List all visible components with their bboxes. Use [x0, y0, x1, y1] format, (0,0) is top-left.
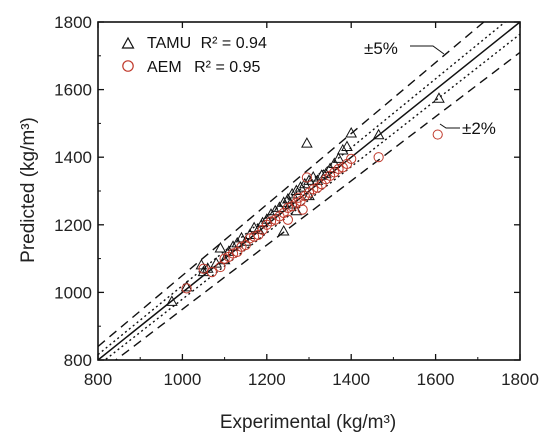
x-axis-title: Experimental (kg/m³): [220, 412, 396, 433]
point-aem: [236, 241, 247, 252]
annotation-5pct-label: ±5%: [364, 39, 398, 58]
y-tick-label: 1400: [54, 148, 92, 167]
svg-text:TAMU R² = 0.94: TAMU R² = 0.94: [147, 35, 267, 52]
point-tamu: [294, 181, 307, 192]
point-aem: [346, 153, 357, 164]
annotation-2pct-leader: [439, 123, 460, 129]
point-tamu: [433, 92, 445, 103]
point-aem: [282, 214, 293, 225]
point-aem: [333, 163, 344, 175]
point-tamu: [218, 253, 231, 265]
reference-line-1: [98, 22, 507, 356]
x-tick-label: 1800: [501, 370, 539, 389]
y-tick-label: 1000: [54, 283, 92, 302]
y-tick-label: 1800: [54, 13, 92, 32]
point-tamu: [286, 187, 298, 199]
point-tamu: [298, 177, 311, 189]
point-aem: [198, 263, 209, 274]
point-aem: [227, 248, 239, 259]
x-tick-label: 1200: [248, 370, 286, 389]
data-points: [166, 92, 445, 306]
reference-line-4: [114, 51, 520, 360]
point-tamu: [336, 143, 349, 155]
y-tick-label: 800: [64, 351, 92, 370]
point-tamu: [197, 265, 210, 277]
point-tamu: [345, 127, 358, 138]
point-aem: [244, 233, 256, 244]
point-aem: [206, 267, 218, 278]
point-aem: [219, 253, 230, 264]
point-tamu: [341, 140, 353, 152]
legend-marker-tamu: [121, 36, 135, 49]
legend-item-tamu: TAMU R² = 0.94: [121, 35, 267, 52]
point-tamu: [252, 223, 265, 234]
point-tamu: [332, 152, 345, 163]
point-aem: [249, 231, 260, 242]
point-tamu: [307, 170, 320, 182]
point-aem: [215, 261, 226, 273]
svg-text:AEM R² = 0.95: AEM R² = 0.95: [147, 59, 260, 76]
point-tamu: [180, 280, 193, 292]
axis-ticks: 800 1000 1200 1400 1600 1800 800 1000 1200 1400 16…: [54, 13, 539, 389]
legend-r2-tamu: R² = 0.94: [201, 35, 267, 52]
point-aem: [297, 204, 308, 215]
annotation-2pct: ±2%: [439, 119, 496, 138]
point-aem: [291, 197, 302, 208]
annotation-5pct: ±5%: [364, 39, 445, 58]
point-aem: [265, 216, 277, 227]
point-tamu: [303, 174, 315, 185]
legend: TAMU R² = 0.94 AEM R² = 0.95: [121, 35, 267, 76]
point-aem: [181, 283, 192, 294]
point-aem: [432, 129, 443, 140]
point-aem: [293, 192, 304, 203]
point-aem: [373, 152, 384, 163]
point-aem: [282, 202, 293, 213]
annotation-2pct-label: ±2%: [462, 119, 496, 138]
legend-label-aem: AEM: [147, 59, 182, 76]
point-tamu: [290, 184, 303, 195]
legend-item-aem: AEM R² = 0.95: [122, 59, 260, 76]
x-tick-label: 800: [84, 370, 112, 389]
point-tamu: [301, 137, 313, 148]
legend-label-tamu: TAMU: [147, 35, 191, 52]
point-tamu: [166, 295, 178, 306]
point-tamu: [214, 241, 227, 253]
reference-line-3: [98, 22, 485, 348]
annotation-5pct-leader: [410, 45, 445, 55]
y-tick-label: 1200: [54, 216, 92, 235]
point-aem: [301, 172, 312, 183]
x-tick-label: 1000: [163, 370, 201, 389]
y-axis-title: Predicted (kg/m³): [18, 117, 39, 263]
y-tick-label: 1600: [54, 81, 92, 100]
legend-marker-aem: [122, 60, 134, 72]
x-tick-label: 1600: [417, 370, 455, 389]
point-aem: [308, 184, 319, 195]
point-tamu: [303, 189, 315, 201]
legend-r2-aem: R² = 0.95: [194, 59, 260, 76]
point-tamu: [372, 128, 385, 140]
x-tick-label: 1400: [332, 370, 370, 389]
point-tamu: [277, 225, 290, 236]
